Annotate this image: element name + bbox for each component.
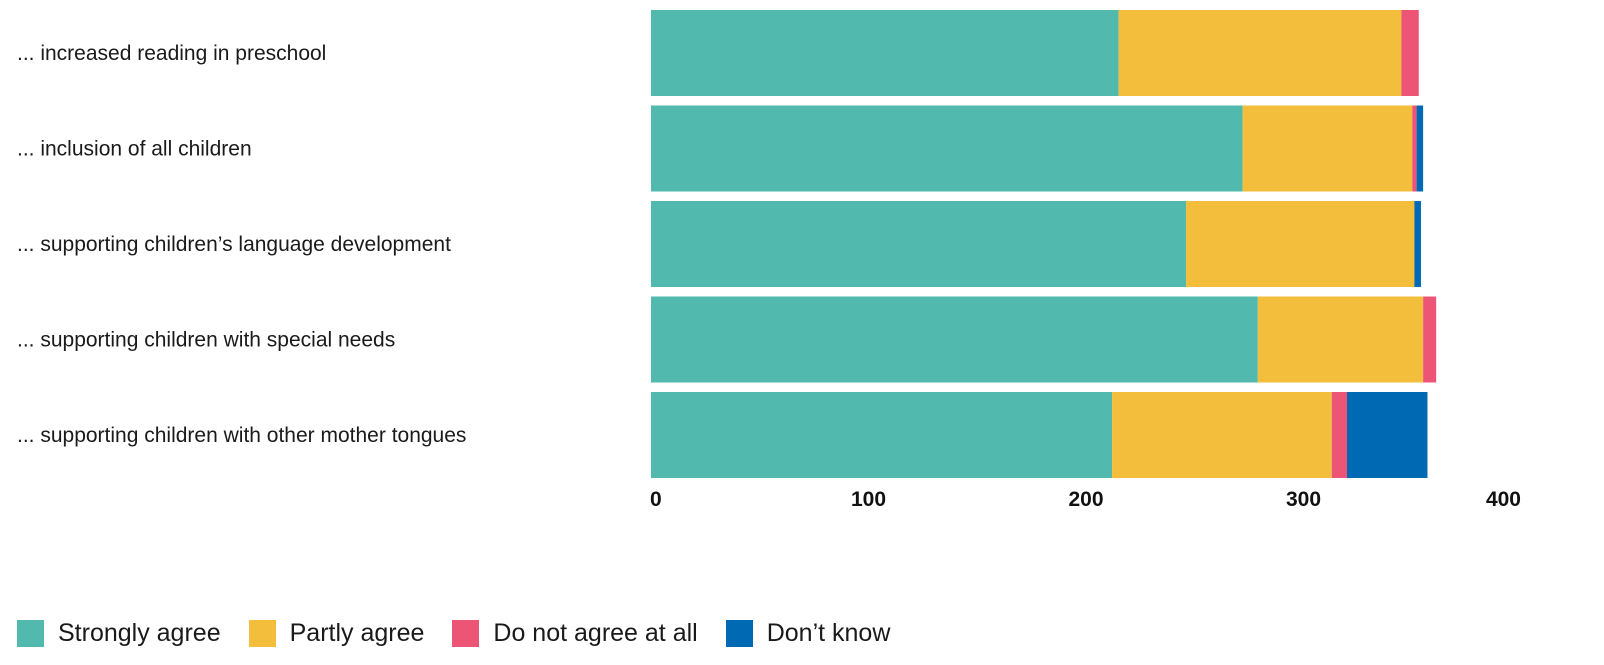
legend-item-strongly-agree: Strongly agree	[17, 619, 221, 648]
bar-segment	[1423, 296, 1437, 383]
legend-swatch	[725, 620, 753, 647]
category-label: ... supporting children’s language devel…	[17, 233, 451, 256]
legend-label: Do not agree at all	[493, 619, 698, 647]
category-label: ... inclusion of all children	[17, 138, 252, 161]
legend: Strongly agree Partly agree Do not agree…	[17, 619, 918, 648]
x-tick-label: 0	[650, 488, 662, 511]
legend-label: Partly agree	[289, 619, 425, 647]
bar-segment	[1416, 105, 1424, 192]
bar-segment	[1118, 10, 1402, 96]
legend-swatch	[248, 620, 276, 647]
legend-item-do-not-agree: Do not agree at all	[452, 619, 698, 648]
bar-segment	[651, 201, 1187, 287]
x-axis-ticks: 0 100 200 300 400	[650, 488, 1521, 511]
stacked-bar-chart: ... increased reading in preschool ... in…	[17, 10, 1521, 511]
x-tick-label: 100	[851, 488, 886, 511]
bar-segment	[1331, 392, 1347, 478]
bar-segment	[651, 296, 1258, 383]
bar-segment	[1347, 392, 1428, 478]
category-label: ... supporting children with special nee…	[17, 329, 395, 352]
legend-item-partly-agree: Partly agree	[248, 619, 425, 648]
category-label: ... supporting children with other mothe…	[17, 424, 466, 447]
category-label: ... increased reading in preschool	[17, 42, 326, 65]
legend-label: Don’t know	[766, 619, 891, 647]
bars	[651, 10, 1437, 478]
x-tick-label: 400	[1486, 488, 1521, 511]
x-tick-label: 200	[1068, 488, 1103, 511]
legend-item-dont-know: Don’t know	[725, 619, 891, 648]
bar-segment	[1401, 10, 1419, 96]
bar-segment	[1112, 392, 1332, 478]
bar-segment	[1412, 105, 1417, 192]
bar-segment	[1414, 201, 1421, 287]
legend-swatch	[452, 620, 480, 647]
bar-segment	[651, 105, 1243, 192]
category-labels: ... increased reading in preschool ... in…	[17, 42, 466, 447]
x-tick-label: 300	[1286, 488, 1321, 511]
bar-segment	[1242, 105, 1413, 192]
bar-segment	[651, 392, 1113, 478]
bar-segment	[1257, 296, 1424, 383]
bar-segment	[651, 10, 1119, 96]
legend-label: Strongly agree	[58, 619, 221, 647]
bar-segment	[1186, 201, 1415, 287]
legend-swatch	[17, 620, 44, 647]
